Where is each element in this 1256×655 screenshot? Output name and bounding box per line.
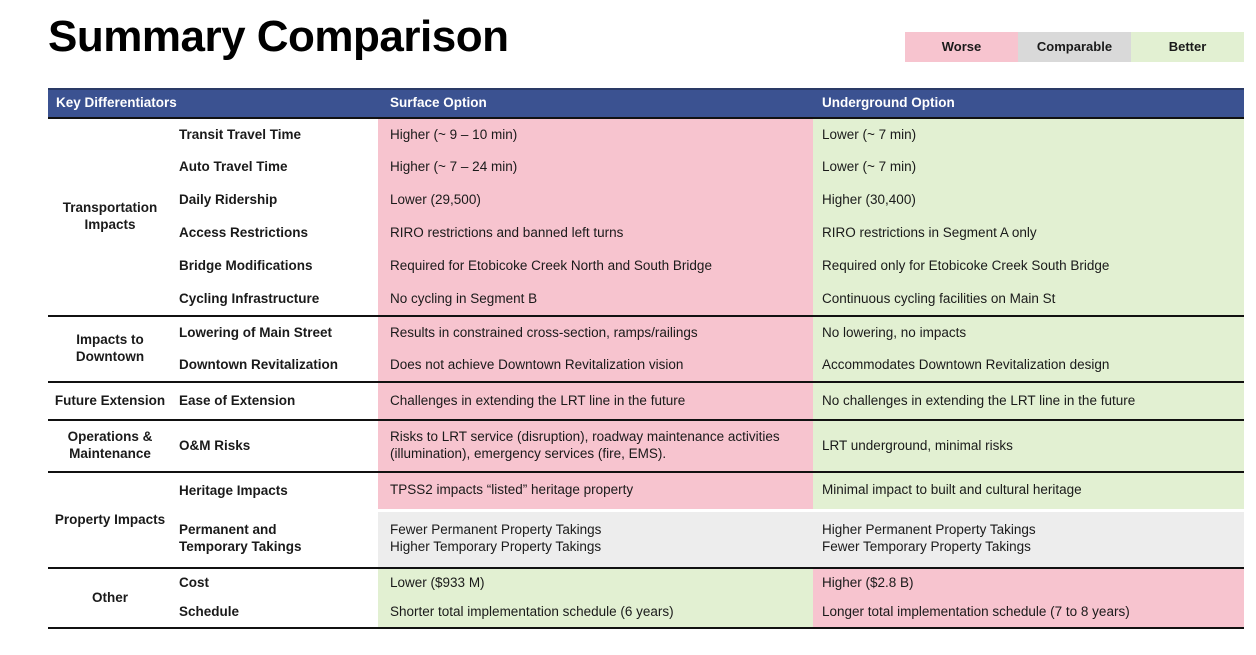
group-label: Property Impacts [48, 471, 172, 568]
table-row: Future Extension Ease of Extension Challen… [48, 381, 1245, 420]
group-label: Other [48, 567, 172, 628]
table-row: Impacts to Downtown Lowering of Main Stre… [48, 315, 1245, 382]
table-row: Downtown Revitalization Does not achieve … [48, 349, 1245, 382]
differentiator-label: O&M Risks [172, 419, 379, 472]
differentiator-label: Daily Ridership [172, 184, 379, 217]
underground-option-cell: LRT underground, minimal risks [813, 419, 1245, 472]
differentiator-label: Auto Travel Time [172, 151, 379, 184]
differentiator-label: Lowering of Main Street [172, 315, 379, 349]
differentiator-label: Schedule [172, 598, 379, 628]
surface-option-cell: No cycling in Segment B [378, 283, 814, 316]
table-row: Auto Travel Time Higher (~ 7 – 24 min) Low… [48, 151, 1245, 184]
header-underground-option: Underground Option [813, 88, 1245, 118]
table-row: Schedule Shorter total implementation sch… [48, 598, 1245, 628]
differentiator-label: Ease of Extension [172, 381, 379, 420]
surface-option-cell: Higher (~ 7 – 24 min) [378, 151, 814, 184]
surface-option-cell: RIRO restrictions and banned left turns [378, 217, 814, 250]
differentiator-label: Access Restrictions [172, 217, 379, 250]
differentiator-label: Downtown Revitalization [172, 349, 379, 382]
legend-better: Better [1131, 32, 1244, 62]
group-label: Future Extension [48, 381, 172, 420]
differentiator-label: Permanent and Temporary Takings [172, 510, 379, 568]
comparison-table: Key Differentiators Surface Option Under… [48, 88, 1245, 629]
legend-comparable: Comparable [1018, 32, 1131, 62]
surface-option-cell: Risks to LRT service (disruption), roadw… [378, 419, 814, 472]
underground-option-cell: Lower (~ 7 min) [813, 151, 1245, 184]
underground-option-cell: RIRO restrictions in Segment A only [813, 217, 1245, 250]
underground-option-cell: Required only for Etobicoke Creek South … [813, 250, 1245, 283]
table-body: Transportation Impacts Transit Travel Tim… [48, 117, 1245, 628]
table-row: Access Restrictions RIRO restrictions and… [48, 217, 1245, 250]
differentiator-label: Bridge Modifications [172, 250, 379, 283]
surface-option-cell: TPSS2 impacts “listed” heritage property [378, 471, 814, 512]
underground-option-cell: Accommodates Downtown Revitalization des… [813, 349, 1245, 382]
table-row: Property Impacts Heritage Impacts TPSS2 im… [48, 471, 1245, 568]
underground-option-cell: Continuous cycling facilities on Main St [813, 283, 1245, 316]
table-row: Cycling Infrastructure No cycling in Segm… [48, 283, 1245, 316]
table-row: Daily Ridership Lower (29,500) Higher (30,… [48, 184, 1245, 217]
underground-option-cell: No lowering, no impacts [813, 315, 1245, 349]
surface-option-cell: Required for Etobicoke Creek North and S… [378, 250, 814, 283]
differentiator-label: Cost [172, 567, 379, 598]
legend-worse: Worse [905, 32, 1018, 62]
underground-option-cell: Higher Permanent Property Takings Fewer … [813, 510, 1245, 568]
surface-option-cell: Fewer Permanent Property Takings Higher … [378, 510, 814, 568]
underground-option-cell: Minimal impact to built and cultural her… [813, 471, 1245, 512]
surface-option-cell: Shorter total implementation schedule (6… [378, 598, 814, 628]
group-label: Transportation Impacts [48, 117, 172, 316]
surface-option-cell: Challenges in extending the LRT line in … [378, 381, 814, 420]
surface-option-cell: Lower ($933 M) [378, 567, 814, 598]
differentiator-label: Cycling Infrastructure [172, 283, 379, 316]
table-header-row: Key Differentiators Surface Option Under… [48, 88, 1245, 118]
group-label: Operations & Maintenance [48, 419, 172, 472]
table-row: Bridge Modifications Required for Etobico… [48, 250, 1245, 283]
table-row: Transportation Impacts Transit Travel Tim… [48, 117, 1245, 316]
table-row: Other Cost Lower ($933 M) Higher ($2.8 B) [48, 567, 1245, 628]
differentiator-label: Heritage Impacts [172, 471, 379, 510]
page-title: Summary Comparison [48, 12, 509, 61]
table-row: Permanent and Temporary Takings Fewer Per… [48, 510, 1245, 568]
rating-legend: Worse Comparable Better [905, 32, 1244, 62]
surface-option-cell: Does not achieve Downtown Revitalization… [378, 349, 814, 382]
underground-option-cell: Higher ($2.8 B) [813, 567, 1245, 598]
underground-option-cell: Longer total implementation schedule (7 … [813, 598, 1245, 628]
header-surface-option: Surface Option [378, 88, 814, 118]
differentiator-label: Transit Travel Time [172, 117, 379, 151]
surface-option-cell: Results in constrained cross-section, ra… [378, 315, 814, 349]
underground-option-cell: No challenges in extending the LRT line … [813, 381, 1245, 420]
group-label: Impacts to Downtown [48, 315, 172, 382]
surface-option-cell: Lower (29,500) [378, 184, 814, 217]
table-row: Operations & Maintenance O&M Risks Risks t… [48, 419, 1245, 472]
header-key-differentiators: Key Differentiators [48, 88, 379, 118]
surface-option-cell: Higher (~ 9 – 10 min) [378, 117, 814, 151]
underground-option-cell: Higher (30,400) [813, 184, 1245, 217]
underground-option-cell: Lower (~ 7 min) [813, 117, 1245, 151]
